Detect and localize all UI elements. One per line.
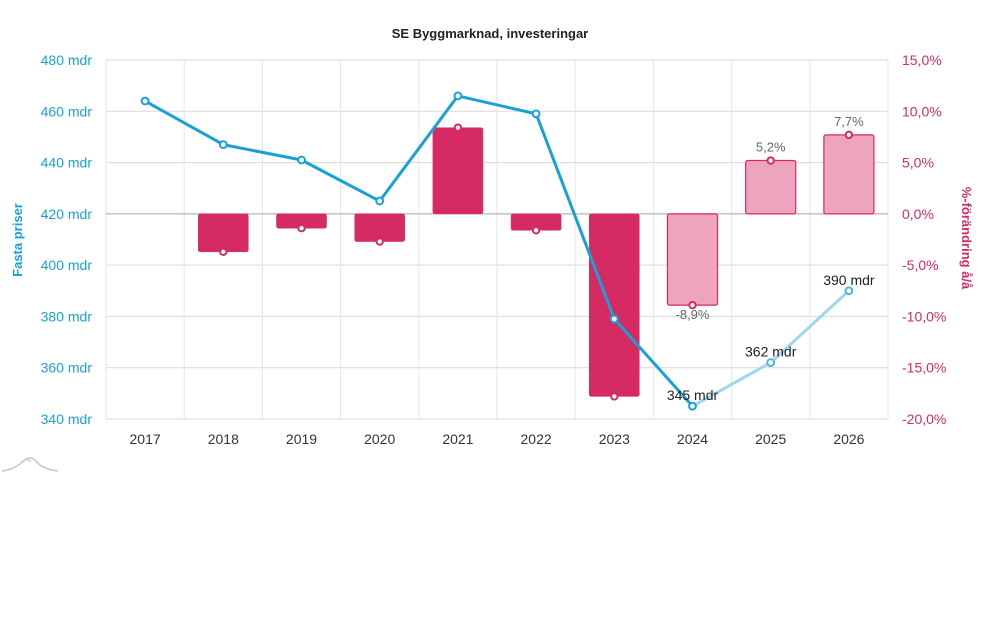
data-labels: -8,9% 5,2% 7,7% 345 mdr 362 mdr 390 mdr bbox=[667, 114, 875, 403]
bar-marker bbox=[844, 130, 854, 140]
left-tick-label: 400 mdr bbox=[41, 257, 93, 273]
bar-marker bbox=[297, 224, 306, 233]
line-point bbox=[531, 109, 541, 119]
x-tick-label: 2019 bbox=[286, 431, 317, 447]
x-tick-label: 2018 bbox=[208, 431, 239, 447]
bar-series bbox=[198, 123, 875, 401]
x-tick-label: 2024 bbox=[677, 431, 708, 447]
line-series bbox=[140, 91, 854, 411]
left-tick-label: 460 mdr bbox=[41, 103, 93, 119]
x-tick-label: 2025 bbox=[755, 431, 786, 447]
x-tick-label: 2021 bbox=[442, 431, 473, 447]
right-tick-label: 15,0% bbox=[902, 52, 942, 68]
left-tick-label: 380 mdr bbox=[41, 308, 93, 324]
line-point bbox=[453, 91, 463, 101]
right-tick-label: -15,0% bbox=[902, 360, 946, 376]
bar-data-label: -8,9% bbox=[676, 307, 710, 322]
left-tick-label: 480 mdr bbox=[41, 52, 93, 68]
left-tick-label: 340 mdr bbox=[41, 411, 93, 427]
bar bbox=[198, 213, 249, 253]
bar-data-label: 5,2% bbox=[756, 140, 786, 155]
right-tick-label: -5,0% bbox=[902, 257, 939, 273]
x-tick-label: 2020 bbox=[364, 431, 395, 447]
line-point bbox=[140, 96, 150, 106]
right-tick-label: 10,0% bbox=[902, 103, 942, 119]
bar bbox=[432, 127, 484, 215]
right-tick-label: 0,0% bbox=[902, 206, 934, 222]
left-tick-label: 440 mdr bbox=[41, 155, 93, 171]
bar-marker bbox=[219, 247, 228, 257]
line-point bbox=[688, 401, 697, 411]
line-data-label: 390 mdr bbox=[823, 272, 875, 288]
watermark-logo-icon bbox=[1, 457, 59, 472]
x-tick-label: 2022 bbox=[521, 431, 552, 447]
right-tick-label: 5,0% bbox=[902, 155, 934, 171]
bar-data-label: 7,7% bbox=[834, 114, 864, 129]
line-point bbox=[297, 155, 306, 165]
bar-marker bbox=[688, 300, 697, 310]
bar-marker bbox=[375, 237, 384, 246]
chart-title: SE Byggmarknad, investeringar bbox=[392, 26, 589, 41]
line-data-label: 362 mdr bbox=[745, 344, 797, 360]
grid bbox=[105, 59, 889, 420]
bar bbox=[589, 213, 640, 397]
line-point bbox=[609, 314, 619, 324]
line-point bbox=[218, 140, 228, 150]
right-tick-label: -10,0% bbox=[902, 308, 946, 324]
right-axis-title: %-förändring å/å bbox=[959, 187, 974, 290]
bar-marker bbox=[453, 123, 463, 132]
line-point bbox=[844, 286, 854, 296]
bar bbox=[823, 134, 875, 215]
line-point bbox=[766, 358, 776, 367]
line-data-label: 345 mdr bbox=[667, 387, 719, 403]
x-tick-label: 2026 bbox=[833, 431, 864, 447]
x-tick-label: 2017 bbox=[130, 431, 161, 447]
right-tick-label: -20,0% bbox=[902, 411, 946, 427]
bar bbox=[745, 159, 797, 215]
left-tick-label: 420 mdr bbox=[41, 206, 93, 222]
line-point bbox=[375, 196, 385, 206]
axes: 340 mdr 360 mdr 380 mdr 400 mdr 420 mdr 440 m… bbox=[41, 52, 947, 447]
bar-marker bbox=[531, 226, 541, 235]
bar bbox=[666, 213, 719, 306]
left-axis-title: Fasta priser bbox=[10, 203, 25, 277]
bar-marker bbox=[766, 156, 775, 165]
line-actual bbox=[144, 94, 694, 408]
x-tick-label: 2023 bbox=[599, 431, 630, 447]
bar-marker bbox=[610, 392, 619, 401]
left-tick-label: 360 mdr bbox=[41, 360, 93, 376]
